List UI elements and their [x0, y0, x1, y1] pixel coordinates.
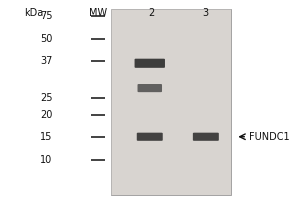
Text: 3: 3	[203, 8, 209, 18]
Text: 2: 2	[148, 8, 154, 18]
FancyBboxPatch shape	[193, 133, 219, 141]
Bar	[111, 9, 231, 195]
FancyBboxPatch shape	[137, 133, 163, 141]
Text: FUNDC1: FUNDC1	[249, 132, 289, 142]
Text: 50: 50	[40, 34, 52, 44]
Bar	[111, 9, 231, 195]
Text: 75: 75	[40, 11, 52, 21]
Text: 20: 20	[40, 110, 52, 120]
FancyBboxPatch shape	[135, 59, 165, 68]
Text: 15: 15	[40, 132, 52, 142]
Text: MW: MW	[89, 8, 107, 18]
Text: kDa: kDa	[24, 8, 44, 18]
Text: 10: 10	[40, 155, 52, 165]
FancyBboxPatch shape	[137, 84, 162, 92]
Text: 25: 25	[40, 93, 52, 103]
Text: 37: 37	[40, 56, 52, 66]
